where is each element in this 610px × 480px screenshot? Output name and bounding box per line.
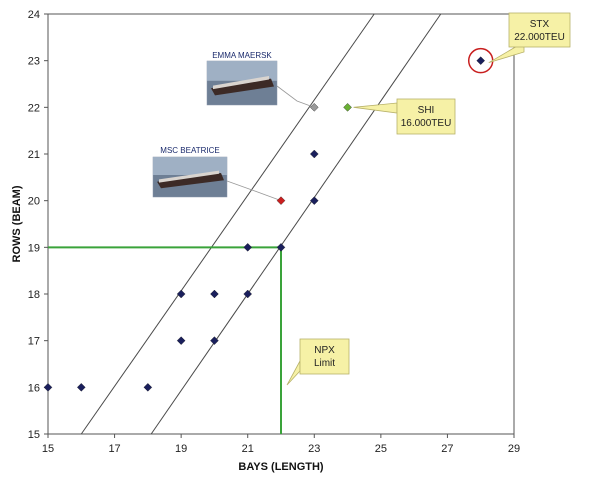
data-point	[210, 289, 219, 299]
y-tick-label: 23	[28, 56, 40, 68]
callout-npx-text: NPX	[314, 345, 335, 356]
y-axis-label: ROWS (BEAM)	[11, 185, 23, 262]
trend-line	[80, 13, 375, 435]
callout-stx	[508, 12, 571, 48]
y-tick-label: 20	[28, 196, 40, 208]
ship-label-emma-maersk: EMMA MAERSK	[212, 51, 272, 60]
x-tick-label: 23	[308, 443, 320, 455]
callout-shi-text: 16.000TEU	[401, 118, 452, 129]
msc-beatrice-deck	[159, 170, 219, 183]
data-point	[276, 196, 286, 205]
data-point	[176, 289, 186, 299]
data-point	[343, 103, 352, 112]
callout-shi-text: SHI	[418, 105, 435, 116]
data-point	[43, 383, 53, 392]
ship-label-msc-beatrice: MSC BEATRICE	[160, 146, 219, 155]
emma-maersk-deck	[213, 75, 269, 90]
data-point	[310, 149, 319, 159]
y-tick-label: 17	[28, 336, 40, 348]
msc-beatrice-leader-line	[226, 180, 282, 202]
callout-npx-text: Limit	[314, 358, 335, 369]
y-tick-label: 22	[28, 102, 40, 114]
y-tick-label: 24	[28, 9, 40, 21]
x-tick-label: 15	[42, 443, 54, 455]
data-point	[310, 196, 319, 205]
callout-stx-text: 22.000TEU	[514, 32, 565, 43]
emma-maersk-hull	[211, 78, 274, 96]
trend-line	[150, 13, 442, 435]
x-tick-label: 19	[175, 443, 187, 455]
data-point	[143, 383, 153, 392]
msc-beatrice-hull	[157, 173, 224, 189]
x-tick-label: 21	[242, 443, 254, 455]
data-point	[243, 289, 252, 299]
msc-beatrice-sky	[153, 157, 227, 175]
data-point	[176, 336, 186, 345]
y-tick-label: 18	[28, 289, 40, 301]
y-tick-label: 19	[28, 242, 40, 254]
x-tick-label: 29	[508, 443, 520, 455]
y-tick-label: 15	[28, 429, 40, 441]
data-point	[476, 56, 485, 65]
data-point	[310, 103, 319, 112]
y-tick-label: 16	[28, 382, 40, 394]
x-tick-label: 25	[375, 443, 387, 455]
data-point	[77, 383, 86, 392]
emma-maersk-leader-line	[276, 85, 315, 108]
callout-shi	[396, 98, 456, 135]
x-tick-label: 27	[441, 443, 453, 455]
callout-npx	[299, 338, 350, 375]
data-point	[243, 243, 252, 252]
x-tick-label: 17	[108, 443, 120, 455]
data-point	[276, 243, 286, 252]
callout-stx-text: STX	[530, 19, 550, 30]
data-point	[210, 336, 219, 345]
y-tick-label: 21	[28, 149, 40, 161]
x-axis-label: BAYS (LENGTH)	[238, 461, 323, 473]
emma-maersk-sky	[207, 61, 277, 81]
